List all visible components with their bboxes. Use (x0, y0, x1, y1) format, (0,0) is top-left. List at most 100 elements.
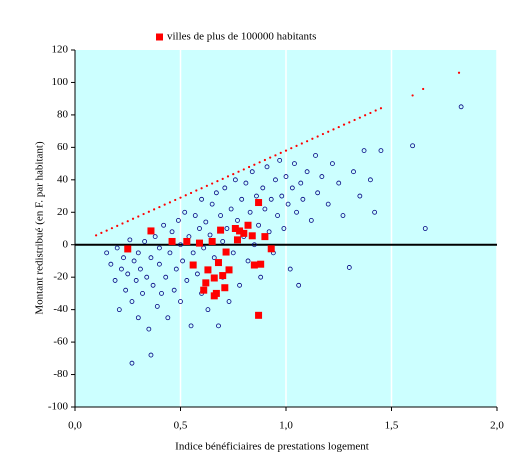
point (142, 212, 145, 216)
y-tick-label: -100 (48, 401, 69, 413)
point (296, 282, 302, 288)
point (268, 196, 274, 202)
point (304, 169, 310, 175)
point (250, 261, 258, 269)
point (142, 239, 148, 244)
y-tick-label: -40 (53, 303, 68, 315)
point (216, 180, 219, 183)
point (315, 190, 321, 196)
point (199, 196, 205, 202)
point (178, 242, 183, 248)
point (182, 209, 188, 215)
point (202, 279, 210, 287)
point (205, 184, 208, 187)
point (255, 311, 263, 319)
point (351, 169, 356, 175)
point (180, 258, 186, 264)
x-tick-label: 1,0 (279, 420, 293, 432)
point (163, 203, 166, 206)
point (285, 201, 291, 207)
point (129, 299, 135, 304)
point (235, 217, 240, 223)
point (150, 282, 156, 288)
point (190, 250, 196, 256)
point (218, 213, 223, 218)
point (237, 282, 242, 288)
point (108, 261, 114, 267)
y-tick-label: 100 (52, 76, 69, 88)
point (171, 287, 177, 293)
point (287, 266, 293, 272)
point (146, 326, 152, 332)
point (294, 209, 299, 215)
point (205, 307, 211, 313)
point (210, 274, 218, 282)
point (125, 271, 131, 277)
point (200, 187, 203, 190)
point (126, 220, 129, 223)
point (332, 128, 335, 131)
point (289, 185, 295, 191)
point (284, 149, 288, 152)
point (273, 177, 278, 183)
point (261, 233, 269, 241)
point (279, 151, 282, 154)
point (168, 237, 176, 245)
point (330, 161, 335, 166)
point (336, 180, 342, 186)
legend-label: villes de plus de 100000 habitants (167, 31, 316, 43)
point (263, 158, 266, 162)
point (357, 193, 363, 199)
point (279, 193, 285, 199)
point (290, 147, 293, 150)
point (240, 229, 248, 237)
point (208, 237, 216, 245)
point (148, 352, 154, 358)
point (410, 143, 416, 149)
point (254, 193, 259, 199)
point (298, 180, 304, 186)
point (105, 229, 108, 232)
point (243, 180, 249, 186)
point (158, 205, 161, 209)
point (184, 278, 190, 283)
point (300, 142, 303, 145)
point (321, 132, 325, 136)
point (137, 215, 140, 218)
point (127, 237, 133, 243)
point (135, 250, 141, 256)
point (422, 226, 428, 231)
point (188, 323, 194, 329)
point (358, 116, 361, 119)
y-tick-label: 80 (57, 108, 69, 120)
point (168, 201, 172, 204)
point (306, 140, 309, 143)
point (340, 213, 346, 218)
point (295, 144, 298, 148)
point (174, 198, 177, 202)
point (178, 299, 183, 304)
point (156, 245, 162, 251)
point (135, 315, 141, 321)
point (209, 201, 215, 207)
point (104, 250, 110, 256)
y-tick-label: 40 (57, 173, 69, 185)
point (253, 163, 256, 166)
point (147, 227, 155, 235)
point (195, 189, 198, 192)
point (220, 239, 226, 244)
y-tick-label: -20 (53, 271, 68, 283)
point (219, 272, 227, 280)
y-tick-label: 0 (63, 238, 69, 250)
point (311, 137, 314, 140)
point (211, 255, 217, 261)
point (248, 232, 256, 240)
point (116, 224, 119, 228)
point (367, 177, 373, 183)
legend-swatch (156, 33, 163, 41)
point (222, 185, 228, 191)
point (129, 360, 135, 366)
x-tick-label: 2,0 (490, 420, 504, 432)
point (353, 118, 356, 122)
